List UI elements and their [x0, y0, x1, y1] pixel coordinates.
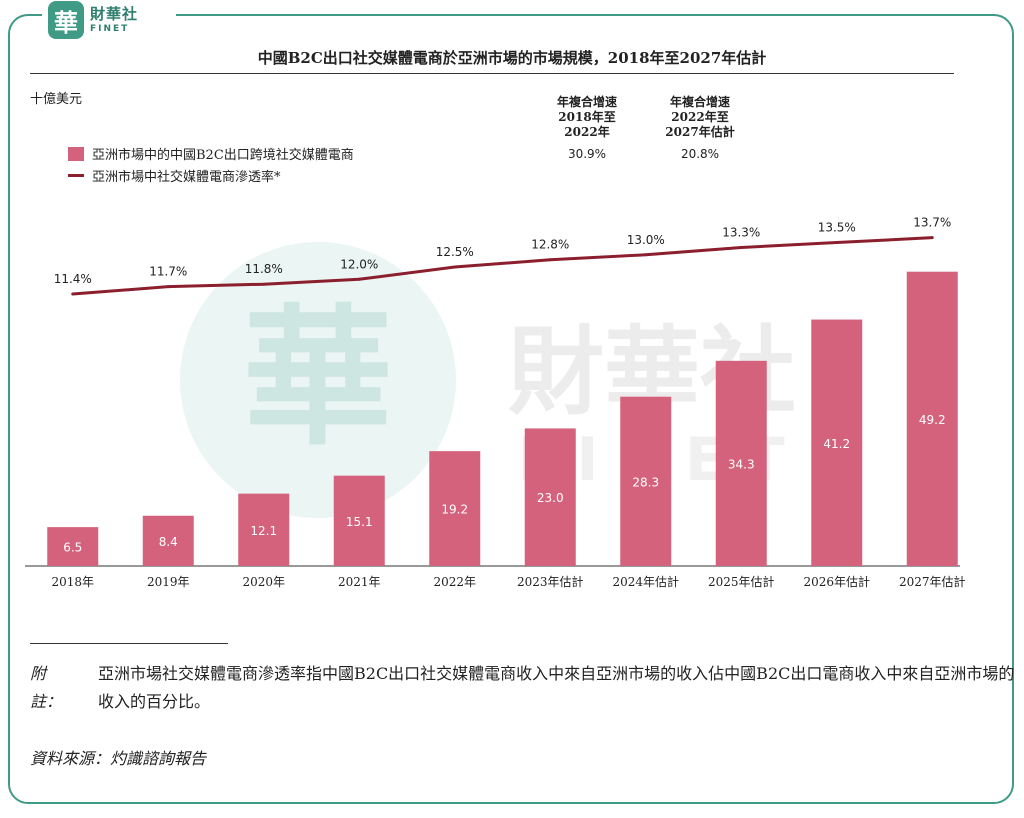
- legend-bar: 亞洲市場中的中國B2C出口跨境社交媒體電商: [68, 144, 354, 163]
- bar: [811, 319, 863, 566]
- line-point: [548, 258, 552, 262]
- line-point: [453, 265, 457, 269]
- x-tick-label: 2023年估計: [517, 574, 584, 589]
- bar: [715, 360, 767, 566]
- line-series: [72, 236, 933, 296]
- bar-value-label: 28.3: [632, 475, 659, 489]
- legend-bar-label: 亞洲市場中的中國B2C出口跨境社交媒體電商: [92, 148, 354, 163]
- bar: [906, 271, 958, 566]
- line-value-label: 11.7%: [149, 265, 187, 279]
- line-value-label: 12.8%: [531, 238, 569, 252]
- legend-line: 亞洲市場中社交媒體電商滲透率*: [68, 166, 281, 185]
- logo-en-text: FINET: [90, 23, 130, 34]
- cagr-heading-1: 年複合增速 2018年至 2022年: [556, 95, 617, 139]
- legend-line-swatch: [68, 174, 84, 177]
- bar-value-label: 23.0: [537, 491, 564, 505]
- line-value-label: 13.0%: [627, 233, 665, 247]
- x-tick-label: 2020年: [242, 575, 285, 589]
- legend-line-label: 亞洲市場中社交媒體電商滲透率*: [92, 170, 281, 185]
- bar: [620, 396, 672, 566]
- bar: [429, 451, 481, 566]
- x-tick-label: 2025年估計: [708, 574, 775, 589]
- bar-value-label: 19.2: [441, 503, 468, 517]
- x-tick-label: 2022年: [433, 575, 476, 589]
- bar: [47, 527, 99, 566]
- logo-cn-text: 財華社: [90, 4, 139, 23]
- note-body: 亞洲市場社交媒體電商滲透率指中國B2C出口社交媒體電商收入中來自亞洲市場的收入佔…: [98, 664, 1015, 711]
- x-tick-label: 2018年: [51, 575, 94, 589]
- title-divider: [30, 73, 954, 74]
- line-point: [71, 292, 75, 296]
- x-tick-label: 2021年: [338, 575, 381, 589]
- x-tick-label: 2019年: [147, 575, 190, 589]
- footnote-divider: [30, 643, 228, 644]
- bar: [524, 428, 576, 566]
- finet-logo: 華 財華社 FINET: [42, 0, 176, 40]
- source-note: 資料來源：灼識諮詢報告: [30, 749, 207, 768]
- line-value-label: 11.4%: [54, 272, 92, 286]
- finet-seal-icon: 華: [48, 1, 84, 39]
- x-tick-label: 2024年估計: [612, 574, 679, 589]
- bar-value-label: 6.5: [63, 541, 82, 555]
- chart-title: 中國B2C出口社交媒體電商於亞洲市場的市場規模，2018年至2027年估計: [257, 49, 767, 67]
- bar: [238, 493, 290, 566]
- bar-value-label: 49.2: [919, 413, 946, 427]
- line-value-label: 12.5%: [436, 245, 474, 259]
- line-value-label: 11.8%: [245, 262, 283, 276]
- line-point: [357, 277, 361, 281]
- bar-value-label: 34.3: [728, 457, 755, 471]
- cagr-value-1: 30.9%: [567, 147, 607, 161]
- line-point: [835, 241, 839, 245]
- line-value-label: 13.5%: [818, 221, 856, 235]
- line-point: [262, 282, 266, 286]
- cagr-heading-2: 年複合增速 2022年至 2027年估計: [665, 95, 735, 139]
- bar: [333, 475, 385, 566]
- line-point: [166, 285, 170, 289]
- legend-bar-swatch: [68, 146, 84, 161]
- line-point: [644, 253, 648, 257]
- line-point: [739, 245, 743, 249]
- x-tick-label: 2027年估計: [899, 574, 966, 589]
- line-value-label: 12.0%: [340, 257, 378, 271]
- bar-value-label: 8.4: [159, 535, 178, 549]
- cagr-value-2: 20.8%: [680, 147, 720, 161]
- line-value-label: 13.3%: [722, 225, 760, 239]
- line-value-label: 13.7%: [913, 216, 951, 230]
- note-label: 附註：: [30, 664, 63, 711]
- bar-value-label: 12.1: [250, 524, 277, 538]
- bar: [142, 515, 194, 566]
- bar-value-label: 41.2: [823, 437, 850, 451]
- report-frame: [8, 14, 1014, 804]
- unit-label: 十億美元: [30, 92, 83, 107]
- x-tick-label: 2026年估計: [803, 574, 870, 589]
- line-point: [930, 236, 934, 240]
- bar-value-label: 15.1: [346, 515, 373, 529]
